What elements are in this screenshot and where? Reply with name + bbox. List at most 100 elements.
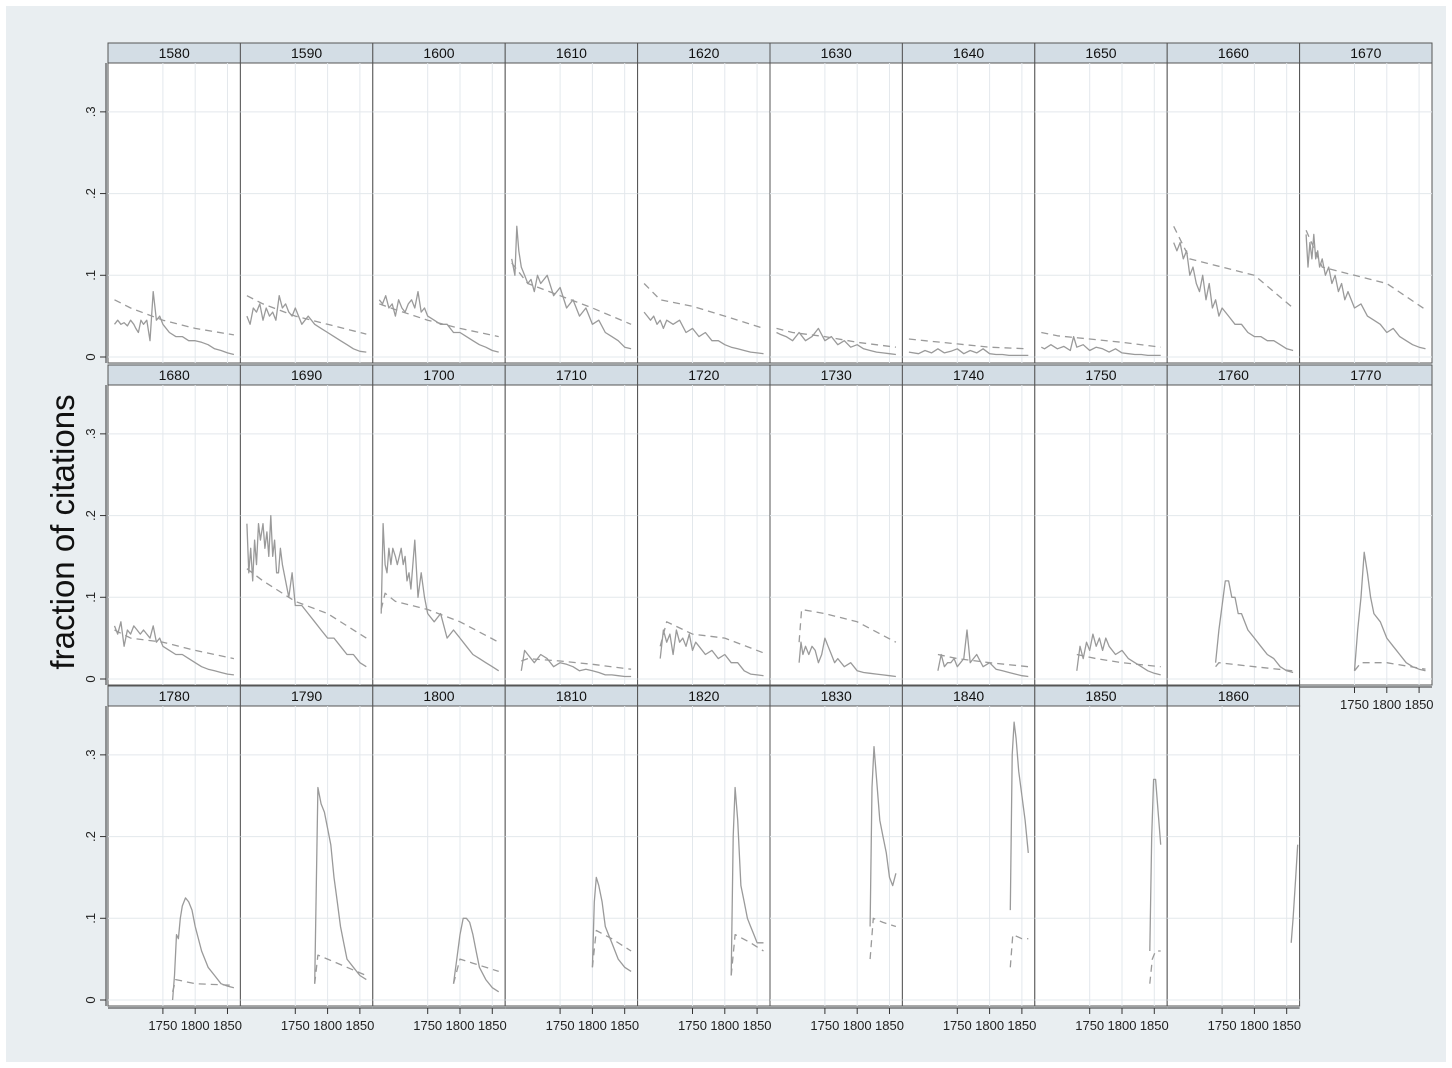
- facet-plot-area: [1166, 705, 1301, 1007]
- facet-panel: 1640: [901, 42, 1036, 364]
- facet-plot-area: [901, 384, 1036, 686]
- x-axis: 1750 1800 1850: [1167, 1007, 1301, 1033]
- x-tick-label: 1750: [1075, 1018, 1104, 1033]
- series-line-solid: [776, 327, 896, 356]
- series-line-solid: [246, 514, 367, 668]
- x-axis: 1750 1800 1850: [637, 1007, 772, 1033]
- facet-panel: 1590: [239, 42, 374, 364]
- series-line-dashed: [380, 592, 500, 643]
- facet-label: 1630: [821, 45, 852, 61]
- x-axis: 1750 1800 1850: [372, 1007, 507, 1033]
- facet-plot-area: [1166, 384, 1301, 686]
- series-line-dashed: [1041, 331, 1161, 348]
- y-tick-label: .2: [83, 831, 98, 842]
- facet-plot-area: [1034, 705, 1168, 1007]
- x-tick-label: 1850: [1405, 697, 1434, 712]
- x-tick-label: 1800: [843, 1018, 872, 1033]
- facet-panel: 1780: [107, 685, 241, 1007]
- x-tick-label: 1800: [1108, 1018, 1137, 1033]
- x-tick-label: 1850: [743, 1018, 772, 1033]
- facet-label: 1810: [556, 688, 587, 704]
- series-line-dashed: [659, 621, 764, 654]
- series-line-solid: [937, 629, 1029, 678]
- series-line-solid: [511, 225, 632, 350]
- series-line-dashed: [114, 299, 235, 336]
- y-tick-label: .3: [83, 428, 98, 439]
- facet-label: 1610: [556, 45, 587, 61]
- facet-plot-area: [637, 705, 771, 1007]
- facet-label: 1860: [1218, 688, 1249, 704]
- y-tick-label: 0: [83, 353, 98, 360]
- facet-plot-area: [901, 705, 1036, 1007]
- facet-label: 1740: [953, 367, 984, 383]
- series-line-dashed: [1009, 933, 1029, 968]
- series-line-dashed: [1215, 662, 1294, 672]
- x-tick-label: 1800: [975, 1018, 1004, 1033]
- facet-panel: 1760: [1166, 364, 1301, 686]
- facet-plot-area: [769, 384, 903, 686]
- series-line-solid: [1353, 551, 1426, 672]
- x-tick-label: 1850: [1272, 1018, 1301, 1033]
- facet-panel: 1580: [107, 42, 241, 364]
- series-line-dashed: [1149, 950, 1161, 984]
- series-line-solid: [798, 637, 896, 678]
- facet-plot-area: [1299, 384, 1433, 686]
- x-tick-label: 1750: [546, 1018, 575, 1033]
- series-line-dashed: [1353, 662, 1426, 672]
- facet-label: 1820: [688, 688, 719, 704]
- facet-plot-area: [372, 62, 506, 364]
- x-tick-label: 1850: [610, 1018, 639, 1033]
- x-tick-label: 1800: [181, 1018, 210, 1033]
- series-line-solid: [591, 876, 632, 972]
- x-tick-label: 1800: [710, 1018, 739, 1033]
- facet-plot-area: [107, 705, 241, 1007]
- facet-panel: 1600: [372, 42, 506, 364]
- series-line-solid: [1041, 335, 1161, 357]
- series-line-solid: [378, 290, 499, 353]
- x-axis: 1750 1800 1850: [902, 1007, 1036, 1033]
- series-line-dashed: [776, 327, 896, 348]
- facet-panel: 1820: [637, 685, 771, 1007]
- series-line-solid: [1305, 233, 1426, 350]
- facet-panel: 1700: [372, 364, 506, 686]
- facet-label: 1760: [1218, 367, 1249, 383]
- x-tick-label: 1750: [148, 1018, 177, 1033]
- series-line-dashed: [246, 295, 367, 335]
- y-tick-label: .2: [83, 510, 98, 521]
- facet-plot-area: [239, 705, 374, 1007]
- series-line-solid: [643, 311, 764, 355]
- facet-panel: 1860: [1166, 685, 1301, 1007]
- series-line-dashed: [591, 929, 632, 968]
- facet-plot-area: [504, 384, 639, 686]
- x-axis: 1750 1800 1850: [1034, 1007, 1169, 1033]
- y-tick-label: 0: [83, 996, 98, 1003]
- x-axis: 1750 1800 1850: [770, 1007, 904, 1033]
- facet-plot-area: [901, 62, 1036, 364]
- facet-panel: 1610: [504, 42, 639, 364]
- x-axis: 1750 1800 1850: [1299, 686, 1434, 712]
- facet-label: 1670: [1350, 45, 1381, 61]
- y-tick-label: .1: [83, 913, 98, 924]
- facet-panel: 1690: [239, 364, 374, 686]
- facet-panel: 1830: [769, 685, 903, 1007]
- x-tick-label: 1800: [446, 1018, 475, 1033]
- facet-panel: 1710: [504, 364, 639, 686]
- facet-panel: 1670: [1299, 42, 1433, 364]
- facet-panel: 1740: [901, 364, 1036, 686]
- facet-label: 1700: [423, 367, 454, 383]
- facet-panel: 1790: [239, 685, 374, 1007]
- facet-panel: 1630: [769, 42, 903, 364]
- series-line-dashed: [114, 629, 235, 660]
- series-line-solid: [380, 523, 500, 672]
- x-tick-label: 1800: [1372, 697, 1401, 712]
- facet-panel: 1720: [637, 364, 771, 686]
- facet-panels: 1580 1590 1600 1610 1620 1630 1640 1650 1660 1670…: [107, 42, 1433, 1007]
- facet-label: 1680: [159, 367, 190, 383]
- series-line-solid: [908, 348, 1029, 357]
- facet-label: 1730: [821, 367, 852, 383]
- series-line-dashed: [937, 653, 1029, 668]
- x-tick-label: 1750: [678, 1018, 707, 1033]
- facet-panel: 1730: [769, 364, 903, 686]
- facet-label: 1660: [1218, 45, 1249, 61]
- y-axis: 0 .1 .2 .3: [83, 706, 107, 1006]
